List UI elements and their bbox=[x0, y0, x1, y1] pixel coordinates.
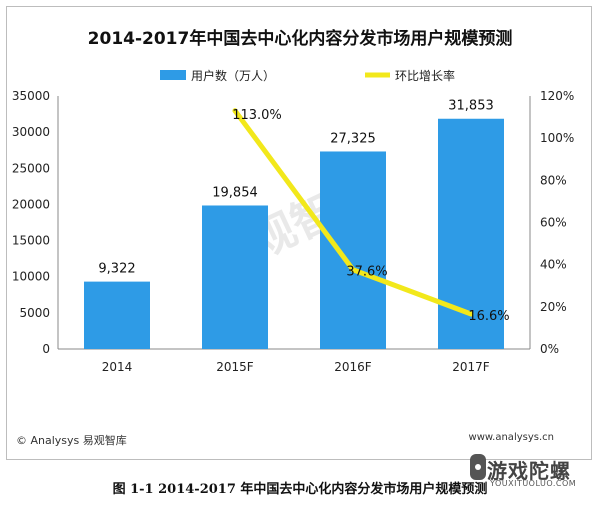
y-right-tick-label: 20% bbox=[540, 300, 567, 314]
y-right-tick-label: 100% bbox=[540, 131, 574, 145]
figure-caption: 图 1-1 2014-2017 年中国去中心化内容分发市场用户规模预测 bbox=[112, 482, 488, 497]
y-left-tick-label: 5000 bbox=[19, 306, 50, 320]
bar bbox=[84, 281, 150, 349]
growth-rate-point bbox=[232, 108, 238, 114]
y-right-tick-label: 80% bbox=[540, 173, 567, 187]
y-left-tick-label: 15000 bbox=[12, 234, 50, 248]
legend-bar-label: 用户数（万人） bbox=[191, 68, 275, 83]
growth-rate-label: 16.6% bbox=[468, 309, 509, 324]
legend-bar-swatch bbox=[160, 70, 186, 80]
gamepad-logo-icon bbox=[470, 454, 486, 480]
bar bbox=[320, 151, 386, 349]
website-text: www.analysys.cn bbox=[468, 432, 554, 443]
x-tick-label: 2015F bbox=[216, 360, 254, 374]
bar bbox=[438, 118, 504, 349]
y-left-tick-label: 20000 bbox=[12, 197, 50, 211]
x-tick-label: 2016F bbox=[334, 360, 372, 374]
x-tick-label: 2014 bbox=[102, 360, 133, 374]
y-right-tick-label: 60% bbox=[540, 216, 567, 230]
y-right-tick-label: 40% bbox=[540, 258, 567, 272]
growth-rate-label: 37.6% bbox=[346, 265, 387, 280]
y-left-tick-label: 10000 bbox=[12, 270, 50, 284]
y-left-tick-label: 0 bbox=[42, 342, 50, 356]
logo-text: 游戏陀螺 bbox=[487, 459, 571, 483]
y-right-tick-label: 0% bbox=[540, 342, 559, 356]
x-tick-label: 2017F bbox=[452, 360, 490, 374]
growth-rate-point bbox=[350, 267, 356, 273]
logo-subtext: YOUXITUOLUO.COM bbox=[490, 479, 577, 488]
bar-value-label: 31,853 bbox=[448, 99, 494, 114]
bar-value-label: 27,325 bbox=[330, 131, 376, 146]
y-right-tick-label: 120% bbox=[540, 89, 574, 103]
bar bbox=[202, 205, 268, 349]
growth-rate-label: 113.0% bbox=[232, 108, 282, 123]
y-left-tick-label: 25000 bbox=[12, 161, 50, 175]
bar-value-label: 19,854 bbox=[212, 185, 258, 200]
y-left-tick-label: 35000 bbox=[12, 89, 50, 103]
y-left-tick-label: 30000 bbox=[12, 125, 50, 139]
chart-title: 2014-2017年中国去中心化内容分发市场用户规模预测 bbox=[88, 28, 513, 49]
legend-line-label: 环比增长率 bbox=[395, 68, 455, 83]
bar-value-label: 9,322 bbox=[98, 262, 135, 277]
copyright-text: © Analysys 易观智库 bbox=[16, 434, 127, 447]
growth-rate-point bbox=[468, 311, 474, 317]
